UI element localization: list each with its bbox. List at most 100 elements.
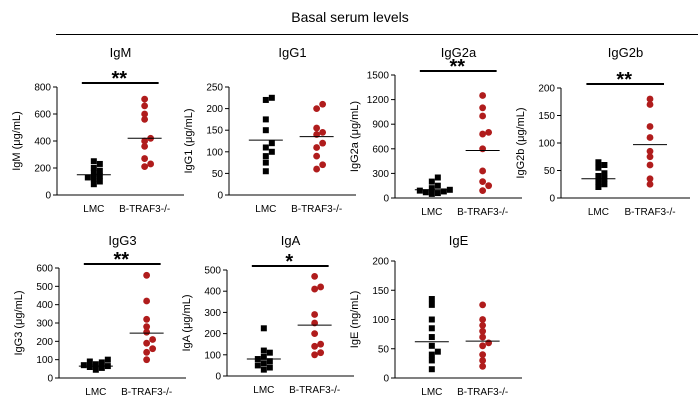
data-point-btraf3 (479, 351, 487, 358)
y-tick-label: 0 (383, 374, 389, 385)
y-axis-label: IgE (ng/mL) (349, 291, 361, 348)
data-point-lmc (262, 159, 269, 166)
y-axis-label: IgG2a (μg/mL) (349, 101, 361, 172)
data-point-btraf3 (311, 311, 319, 318)
data-point-lmc (595, 173, 602, 179)
x-tick-label: B-TRAF3-/- (119, 204, 170, 215)
data-point-lmc (601, 162, 608, 168)
data-point-btraf3 (479, 145, 487, 153)
data-point-btraf3 (317, 349, 325, 357)
data-point-lmc (80, 362, 87, 369)
data-point-lmc (428, 185, 435, 192)
data-point-lmc (601, 181, 608, 188)
significance-stars: ** (449, 56, 465, 78)
data-point-btraf3 (141, 116, 149, 123)
title-rule (56, 34, 698, 35)
chart-title: IgA (281, 233, 301, 248)
data-point-btraf3 (311, 351, 319, 359)
chart-title: IgG1 (278, 45, 306, 60)
data-point-btraf3 (646, 180, 654, 188)
data-point-lmc (268, 94, 275, 101)
data-point-lmc (595, 159, 602, 166)
y-tick-label: 100 (204, 350, 221, 361)
data-point-btraf3 (479, 316, 487, 323)
chart-title: IgG2b (608, 45, 643, 60)
data-point-lmc (434, 190, 441, 197)
data-point-lmc (428, 357, 435, 364)
data-point-btraf3 (141, 137, 149, 145)
data-point-lmc (446, 186, 453, 193)
data-point-lmc (428, 296, 435, 303)
data-point-btraf3 (646, 147, 654, 155)
data-point-lmc (96, 160, 103, 167)
y-tick-label: 200 (538, 84, 555, 95)
x-tick-label: LMC (253, 385, 274, 396)
data-point-btraf3 (479, 362, 487, 370)
data-point-btraf3 (143, 328, 151, 336)
chart-igg2a: IgG2a 0 300 600 900 1200 1500 IgG2a (μg/mL) LMC B… (349, 45, 522, 218)
data-point-btraf3 (485, 182, 493, 190)
y-tick-label: 1500 (367, 71, 390, 82)
data-point-lmc (92, 366, 99, 373)
y-tick-label: 900 (372, 120, 389, 131)
y-tick-label: 0 (215, 372, 221, 383)
y-axis-label: IgM (μg/mL) (11, 111, 23, 171)
x-tick-label: LMC (588, 207, 609, 218)
chart-iga: IgA 0 100 200 300 400 500 IgA (μg/mL) LMC B-TRAF3… (181, 233, 354, 396)
y-axis-label: IgG1 (μg/mL) (183, 108, 195, 173)
significance-stars: ** (616, 69, 632, 91)
chart-igg2b: IgG2b 0 50 100 150 200 IgG2b (μg/mL) LMC B-TRAF3… (515, 45, 690, 218)
data-point-btraf3 (646, 123, 654, 130)
y-tick-label: 100 (206, 147, 223, 158)
data-point-btraf3 (313, 124, 321, 132)
x-tick-label: B-TRAF3-/- (121, 387, 172, 398)
data-point-btraf3 (646, 153, 654, 161)
data-point-btraf3 (646, 95, 654, 103)
data-point-btraf3 (485, 339, 493, 347)
y-tick-label: 300 (36, 319, 53, 330)
data-point-btraf3 (479, 104, 487, 112)
data-point-lmc (595, 178, 602, 185)
y-tick-label: 500 (204, 266, 221, 277)
y-tick-label: 1200 (367, 95, 390, 106)
x-tick-label: LMC (421, 387, 442, 398)
data-point-lmc (96, 167, 103, 174)
data-point-lmc (268, 148, 275, 155)
page-title: Basal serum levels (291, 9, 409, 25)
data-point-btraf3 (313, 144, 321, 151)
data-point-btraf3 (479, 92, 487, 99)
y-tick-label: 400 (34, 137, 51, 148)
data-point-btraf3 (141, 155, 149, 162)
data-point-btraf3 (646, 134, 654, 141)
data-point-btraf3 (317, 340, 325, 348)
data-point-btraf3 (313, 152, 321, 160)
y-tick-label: 400 (36, 300, 53, 311)
data-point-lmc (262, 116, 269, 123)
y-tick-label: 200 (36, 337, 53, 348)
y-tick-label: 150 (206, 126, 223, 137)
y-tick-label: 600 (34, 110, 51, 121)
data-point-lmc (96, 178, 103, 185)
data-point-lmc (428, 342, 435, 349)
data-point-lmc (98, 359, 105, 366)
data-point-btraf3 (479, 112, 487, 120)
y-axis-label: IgA (μg/mL) (181, 294, 193, 351)
data-point-btraf3 (317, 283, 325, 291)
x-tick-label: B-TRAF3-/- (291, 204, 342, 215)
y-tick-label: 150 (538, 111, 555, 122)
data-point-lmc (90, 175, 97, 182)
significance-stars: ** (113, 249, 129, 271)
data-point-lmc (428, 351, 435, 358)
y-tick-label: 0 (217, 191, 223, 202)
data-point-btraf3 (646, 101, 654, 108)
y-tick-label: 300 (204, 308, 221, 319)
data-point-btraf3 (311, 342, 319, 350)
y-tick-label: 300 (372, 169, 389, 180)
data-point-lmc (92, 361, 99, 368)
y-tick-label: 100 (538, 139, 555, 150)
y-tick-label: 50 (378, 344, 390, 355)
data-point-lmc (260, 325, 267, 332)
y-tick-label: 500 (36, 282, 53, 293)
data-point-btraf3 (143, 271, 151, 279)
x-tick-label: LMC (255, 204, 276, 215)
